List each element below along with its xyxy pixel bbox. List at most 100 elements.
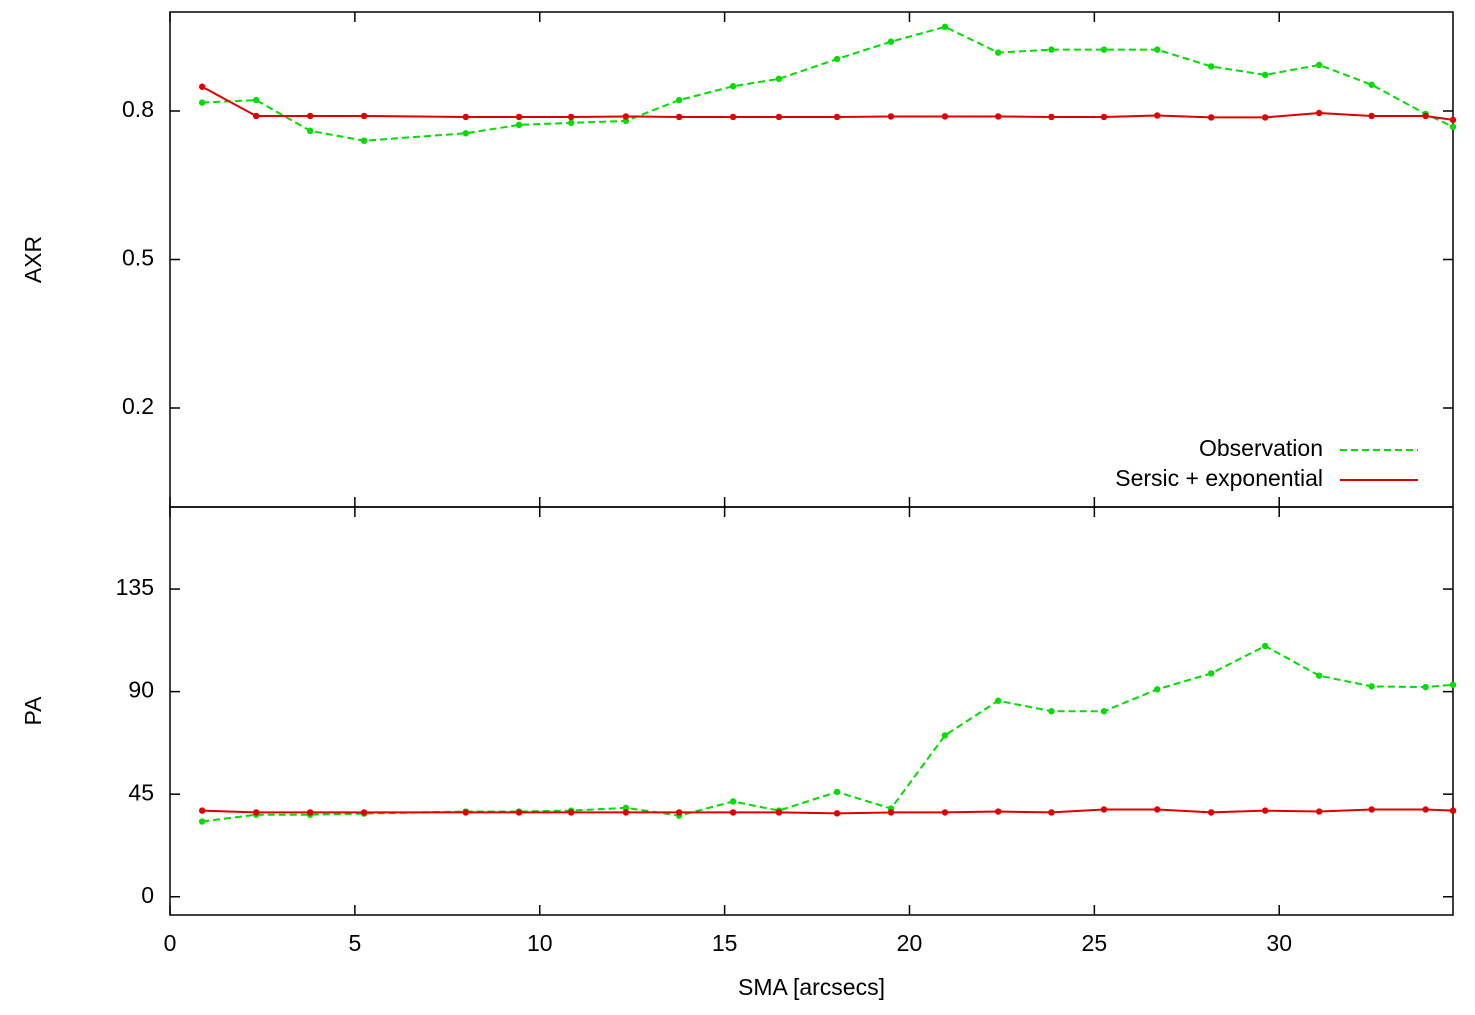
data-point: [1261, 642, 1269, 650]
x-axis-label: SMA [arcsecs]: [738, 974, 885, 1000]
data-point: [675, 113, 683, 121]
data-point: [1261, 807, 1269, 814]
data-point: [941, 23, 949, 31]
data-point: [567, 809, 575, 816]
data-point: [1207, 670, 1215, 677]
data-point: [729, 798, 737, 805]
y-tick-label: 0: [141, 882, 154, 908]
data-point: [1154, 686, 1161, 693]
data-point: [1368, 683, 1375, 690]
data-point: [729, 113, 737, 121]
data-point: [306, 127, 314, 134]
legend-label: Sersic + exponential: [1115, 465, 1323, 491]
y-tick-label: 45: [128, 779, 154, 805]
data-point: [1048, 113, 1055, 121]
data-point: [252, 809, 260, 816]
data-point: [1449, 807, 1457, 814]
legend-label: Observation: [1199, 435, 1323, 461]
data-point: [1449, 116, 1457, 124]
data-point: [941, 732, 949, 739]
data-point: [567, 113, 575, 121]
data-point: [995, 808, 1002, 815]
x-tick-label: 20: [897, 930, 923, 956]
data-point: [1154, 46, 1161, 53]
data-point: [515, 809, 523, 816]
plot-frame: [169, 506, 1454, 916]
data-point: [622, 113, 630, 120]
data-point: [462, 130, 469, 137]
data-point: [622, 804, 630, 812]
data-point: [1261, 71, 1269, 79]
plot-frame: [169, 11, 1454, 508]
data-point: [887, 809, 895, 816]
data-point: [1449, 681, 1457, 688]
data-point: [198, 807, 206, 814]
data-point: [729, 83, 737, 90]
data-point: [1154, 112, 1161, 119]
data-point: [1422, 806, 1429, 813]
data-point: [360, 137, 368, 144]
data-point: [1315, 109, 1323, 117]
data-point: [515, 121, 523, 129]
data-point: [360, 112, 368, 120]
data-point: [775, 75, 783, 83]
y-axis-label: AXR: [20, 236, 46, 283]
y-tick-label: 90: [128, 677, 154, 703]
data-point: [306, 112, 314, 120]
data-point: [622, 117, 630, 125]
x-tick-label: 15: [712, 930, 738, 956]
x-tick-label: 25: [1082, 930, 1108, 956]
data-point: [1368, 112, 1375, 120]
y-tick-label: 0.5: [122, 245, 154, 271]
x-tick-label: 5: [348, 930, 361, 956]
data-point: [567, 119, 575, 127]
data-point: [622, 809, 630, 816]
data-point: [887, 38, 895, 45]
data-point: [515, 113, 523, 121]
data-point: [995, 49, 1002, 56]
y-tick-label: 135: [116, 574, 154, 600]
series-line: [201, 85, 1454, 121]
data-point: [675, 96, 683, 104]
data-point: [675, 809, 683, 816]
data-point: [833, 55, 841, 63]
data-point: [941, 809, 949, 816]
data-point: [1207, 809, 1215, 816]
data-point: [306, 809, 314, 816]
data-point: [198, 818, 206, 825]
data-point: [833, 113, 841, 121]
data-point: [462, 113, 469, 121]
data-point: [1261, 114, 1269, 121]
series-line: [202, 808, 1454, 815]
y-tick-label: 0.8: [122, 96, 154, 122]
data-point: [1100, 708, 1108, 715]
data-point: [833, 810, 841, 817]
data-point: [1048, 46, 1055, 53]
series-line: [202, 25, 1454, 142]
data-point: [1315, 672, 1323, 679]
data-point: [1100, 806, 1108, 813]
data-point: [1048, 809, 1055, 816]
data-point: [1048, 708, 1055, 715]
data-point: [462, 809, 469, 816]
data-point: [1422, 112, 1429, 120]
data-point: [198, 99, 206, 106]
data-point: [1368, 806, 1375, 813]
data-point: [1449, 123, 1457, 131]
data-point: [252, 112, 260, 120]
y-axis-label: PA: [20, 696, 46, 726]
x-tick-label: 0: [164, 930, 177, 956]
data-point: [775, 809, 783, 816]
data-point: [252, 96, 260, 104]
data-point: [1368, 81, 1375, 88]
y-tick-label: 0.2: [122, 393, 154, 419]
data-point: [1422, 683, 1429, 691]
x-tick-label: 30: [1266, 930, 1292, 956]
data-point: [1207, 114, 1215, 121]
data-point: [729, 809, 737, 816]
data-point: [360, 809, 368, 816]
data-point: [775, 113, 783, 121]
data-point: [1100, 113, 1108, 121]
data-point: [1315, 61, 1323, 69]
